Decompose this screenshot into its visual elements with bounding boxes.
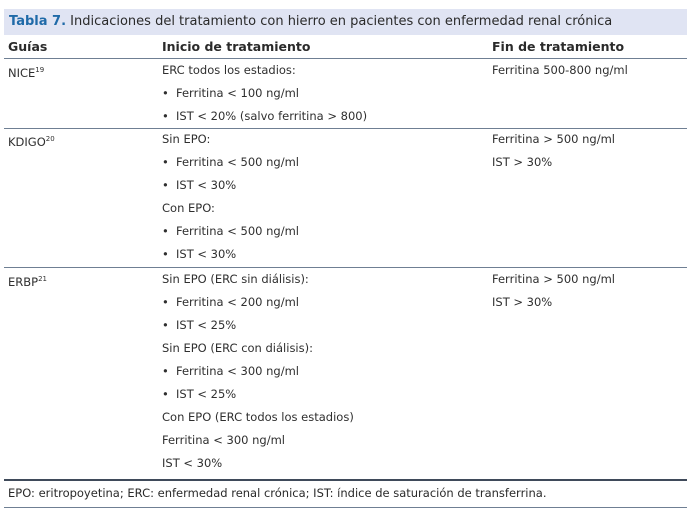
column-header-inicio: Inicio de tratamiento	[162, 39, 311, 54]
criterion-bullet-item: • Ferritina < 300 ng/ml	[162, 364, 299, 378]
criterion-bullet-item: • Ferritina < 500 ng/ml	[162, 224, 299, 238]
criterion-text: IST < 30%	[176, 247, 237, 261]
column-header-guias: Guías	[8, 39, 48, 54]
criterion-bullet-item: • IST < 30%	[162, 247, 236, 261]
criterion-line: Sin EPO (ERC sin diálisis):	[162, 272, 309, 286]
criterion-bullet-item: • IST < 25%	[162, 387, 236, 401]
table-footnote: EPO: eritropoyetina; ERC: enfermedad ren…	[8, 486, 547, 500]
reference-superscript: 20	[45, 135, 55, 143]
criterion-text: IST < 20% (salvo ferritina > 800)	[176, 109, 368, 123]
reference-superscript: 21	[38, 275, 48, 283]
criterion-line: Ferritina < 300 ng/ml	[162, 433, 285, 447]
criterion-text: IST < 25%	[176, 318, 237, 332]
criterion-line: ERC todos los estadios:	[162, 63, 296, 77]
criterion-text: Con EPO:	[162, 201, 215, 215]
criterion-text: Con EPO (ERC todos los estadios)	[162, 410, 354, 424]
criterion-bullet-item: • Ferritina < 200 ng/ml	[162, 295, 299, 309]
end-criterion: Ferritina > 500 ng/ml	[492, 132, 615, 146]
criterion-bullet-item: • Ferritina < 500 ng/ml	[162, 155, 299, 169]
criterion-bullet-item: • IST < 20% (salvo ferritina > 800)	[162, 109, 367, 123]
criterion-text: Sin EPO:	[162, 132, 211, 146]
bullet-icon: •	[162, 387, 169, 401]
criterion-text: IST < 30%	[176, 178, 237, 192]
bullet-icon: •	[162, 178, 169, 192]
end-criterion: IST > 30%	[492, 295, 553, 309]
bullet-icon: •	[162, 86, 169, 100]
bullet-icon: •	[162, 155, 169, 169]
criterion-line: Con EPO (ERC todos los estadios)	[162, 410, 354, 424]
bullet-icon: •	[162, 224, 169, 238]
table-title-text: Indicaciones del tratamiento con hierro …	[70, 14, 613, 29]
criterion-text: Sin EPO (ERC con diálisis):	[162, 341, 313, 355]
bullet-icon: •	[162, 247, 169, 261]
column-header-fin: Fin de tratamiento	[492, 39, 625, 54]
criterion-bullet-item: • IST < 30%	[162, 178, 236, 192]
criterion-bullet-item: • IST < 25%	[162, 318, 236, 332]
bullet-icon: •	[162, 109, 169, 123]
criterion-text: IST < 25%	[176, 387, 237, 401]
criterion-text: Ferritina < 500 ng/ml	[176, 224, 299, 238]
criterion-line: Sin EPO:	[162, 132, 210, 146]
criterion-text: Ferritina < 200 ng/ml	[176, 295, 299, 309]
criterion-text: IST < 30%	[162, 456, 223, 470]
guia-cell: KDIGO20	[8, 132, 55, 149]
guia-cell: NICE19	[8, 63, 44, 80]
end-criterion: Ferritina 500-800 ng/ml	[492, 63, 628, 77]
criterion-text: Ferritina < 300 ng/ml	[162, 433, 285, 447]
criterion-text: ERC todos los estadios:	[162, 63, 296, 77]
criterion-bullet-item: • Ferritina < 100 ng/ml	[162, 86, 299, 100]
guia-name: KDIGO	[8, 135, 46, 149]
header-divider	[4, 58, 687, 59]
reference-superscript: 19	[35, 66, 45, 74]
table-bottom-rule	[4, 479, 687, 481]
bullet-icon: •	[162, 318, 169, 332]
guia-cell: ERBP21	[8, 272, 47, 289]
criterion-line: Sin EPO (ERC con diálisis):	[162, 341, 313, 355]
criterion-text: Ferritina < 300 ng/ml	[176, 364, 299, 378]
footnote-rule	[4, 507, 687, 508]
guia-name: NICE	[8, 66, 36, 80]
bullet-icon: •	[162, 364, 169, 378]
end-criterion: Ferritina > 500 ng/ml	[492, 272, 615, 286]
criterion-line: IST < 30%	[162, 456, 222, 470]
criterion-line: Con EPO:	[162, 201, 215, 215]
bullet-icon: •	[162, 295, 169, 309]
row-divider	[4, 128, 687, 129]
criterion-text: Sin EPO (ERC sin diálisis):	[162, 272, 309, 286]
end-criterion: IST > 30%	[492, 155, 553, 169]
table-title: Tabla 7. Indicaciones del tratamiento co…	[4, 9, 687, 35]
criterion-text: Ferritina < 100 ng/ml	[176, 86, 299, 100]
criterion-text: Ferritina < 500 ng/ml	[176, 155, 299, 169]
row-divider	[4, 267, 687, 268]
table-number-label: Tabla 7.	[9, 14, 67, 29]
guia-name: ERBP	[8, 275, 39, 289]
